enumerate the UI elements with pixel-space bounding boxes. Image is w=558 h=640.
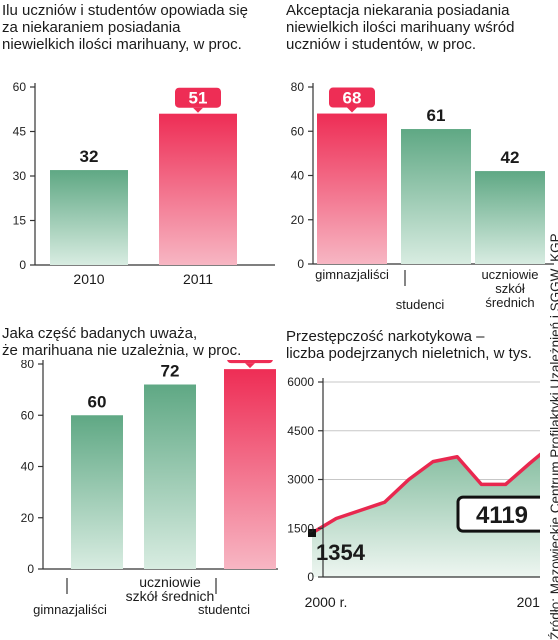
value-label-pointer	[347, 107, 357, 113]
data-label: 61	[427, 106, 446, 125]
y-tick-label: 40	[291, 169, 305, 183]
category-label: szkół	[495, 281, 525, 296]
bar	[71, 415, 123, 569]
category-label: uczniowie	[481, 267, 538, 282]
category-label: studenci	[396, 297, 445, 310]
data-label: 78	[241, 360, 260, 363]
bar	[401, 129, 471, 264]
category-label: studentci	[198, 602, 250, 617]
panel2-title: Akceptacja niekarania posiadania niewiel…	[286, 2, 515, 53]
y-tick-label: 6000	[287, 375, 314, 389]
y-tick-label: 0	[19, 258, 26, 272]
data-label: 60	[88, 392, 107, 411]
value-label-pointer	[193, 107, 203, 113]
bar	[144, 384, 196, 569]
y-tick-label: 4500	[287, 424, 314, 438]
bar	[159, 113, 237, 265]
y-tick-label: 40	[21, 460, 35, 474]
category-label: 2011	[183, 271, 213, 287]
y-tick-label: 60	[13, 80, 27, 94]
y-tick-label: 15	[13, 214, 27, 228]
value-label-box	[175, 87, 221, 108]
bar	[224, 369, 276, 569]
series-line	[311, 452, 540, 535]
y-tick-label: 20	[291, 213, 305, 227]
panel1-title: Ilu uczniów i studentów opowiada się za …	[2, 2, 248, 53]
y-tick-label: 45	[13, 125, 27, 139]
y-tick-label: 60	[21, 408, 35, 422]
endpoint-marker	[308, 528, 316, 537]
panel4-title: Przestępczość narkotykowa – liczba podej…	[286, 328, 532, 362]
x-tick-label: 2010 r.	[517, 594, 540, 610]
data-label: 72	[161, 362, 180, 381]
y-tick-label: 80	[291, 80, 305, 94]
value-label-box	[456, 495, 540, 533]
category-label: gimnazjaliści	[33, 602, 107, 617]
category-label: gimnazjaliści	[315, 267, 389, 282]
y-tick-label: 0	[307, 570, 314, 584]
y-tick-label: 60	[291, 124, 305, 138]
bar	[317, 113, 387, 264]
value-label-box	[329, 87, 375, 108]
chart-support-decriminalization: 0 15 30 45 60 32 2010 51 2011	[13, 80, 275, 287]
data-label: 4119	[476, 502, 528, 529]
y-tick-label: 20	[21, 511, 35, 525]
data-label: 68	[343, 89, 362, 108]
data-label: 51	[189, 89, 208, 108]
y-tick-label: 1500	[287, 521, 314, 535]
value-label-pointer	[245, 363, 255, 369]
source-note: Źródło: Mazowieckie Centrum Profilaktyki…	[548, 233, 558, 640]
data-label: 32	[80, 147, 99, 166]
panel3-title: Jaka część badanych uważa, że marihuana …	[2, 325, 242, 359]
y-tick-label: 0	[297, 257, 304, 271]
category-label: szkół średnich	[126, 588, 215, 604]
data-label: 1354	[316, 540, 366, 565]
y-tick-label: 3000	[287, 473, 314, 487]
value-label-box	[227, 360, 273, 364]
x-tick-label: 2000 r.	[305, 594, 348, 610]
chart-juvenile-suspects: 0 1500 3000 4500 6000 1354 4119 2000 r. 2010 r.	[287, 375, 540, 610]
y-tick-label: 80	[21, 360, 35, 371]
data-label: 42	[501, 148, 520, 167]
bar	[50, 170, 128, 265]
category-label: średnich	[485, 295, 534, 310]
chart-not-addictive: 0 20 40 60 80 60 gimnazjaliści 72 uczniowieszkół…	[21, 360, 278, 617]
y-tick-label: 30	[13, 169, 27, 183]
chart-acceptance-by-group: 0 20 40 60 80 68 gimnazjaliści 61 studenci 42 uczn…	[291, 80, 554, 310]
bar	[475, 171, 545, 264]
y-tick-label: 0	[27, 562, 34, 576]
category-label: 2010	[73, 271, 104, 287]
category-label: uczniowie	[139, 574, 201, 590]
